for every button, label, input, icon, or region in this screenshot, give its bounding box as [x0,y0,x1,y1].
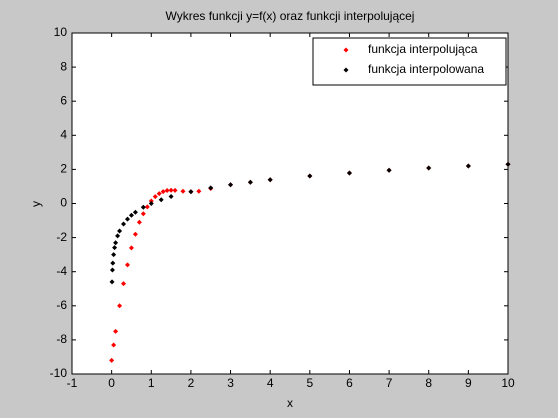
point [121,221,127,227]
point [148,201,154,206]
point [152,194,158,200]
x-tick-label: 8 [425,376,432,390]
point [158,197,164,203]
point [109,357,115,363]
x-tick-label: 4 [267,376,274,390]
point [115,233,121,239]
point [121,281,127,287]
point [111,252,117,258]
x-tick-label: 3 [227,376,234,390]
point [172,187,178,193]
point [113,328,119,334]
x-tick-label: 9 [465,376,472,390]
point [140,211,146,217]
point [124,262,130,268]
x-tick-label: 7 [386,376,393,390]
x-tick-label: -1 [67,376,78,390]
point [346,170,352,176]
point [465,163,471,169]
point [180,188,186,194]
point [164,188,170,194]
point [247,179,253,185]
y-tick-label: -6 [56,298,67,312]
point [113,240,119,246]
point [267,177,273,183]
point [128,245,134,251]
x-tick-label: 10 [501,376,515,390]
point [144,204,150,210]
point [196,188,202,194]
point [109,267,115,273]
y-tick-label: 6 [60,93,67,107]
y-tick-label: -8 [56,332,67,346]
point [156,191,162,197]
point [132,209,138,215]
point [188,189,194,195]
point [117,303,123,309]
x-tick-label: 6 [346,376,353,390]
legend-label: funkcja interpolowana [368,62,484,76]
y-tick-label: 10 [54,25,68,39]
x-axis-label: x [287,396,293,410]
point [136,219,142,225]
y-axis-label: y [29,201,43,207]
legend-marker [343,67,349,73]
y-tick-label: -10 [50,366,68,380]
point [208,185,214,191]
y-tick-label: -2 [56,230,67,244]
y-tick-label: 8 [60,59,67,73]
x-tick-label: 1 [148,376,155,390]
point [140,204,146,210]
x-tick-label: 2 [188,376,195,390]
y-tick-label: 4 [60,127,67,141]
y-tick-label: 2 [60,162,67,176]
point [307,173,313,179]
point [110,260,116,266]
point [386,167,392,173]
legend-marker [343,47,349,53]
point [112,245,118,251]
point [124,216,130,222]
point [148,198,154,204]
point [128,212,134,218]
y-tick-label: -4 [56,264,67,278]
y-tick-label: 0 [60,196,67,210]
point [132,231,138,237]
point [228,182,234,188]
plot-area [71,32,509,375]
point [111,342,117,348]
x-tick-label: 0 [108,376,115,390]
legend-label: funkcja interpolująca [368,42,478,56]
point [160,189,166,195]
legend-box [312,37,507,86]
x-tick-label: 5 [306,376,313,390]
point [168,194,174,200]
point [117,228,123,234]
chart-title: Wykres funkcji y=f(x) oraz funkcji inter… [166,9,415,23]
point [168,187,174,193]
point [426,165,432,171]
point [109,279,115,285]
point [505,161,511,167]
